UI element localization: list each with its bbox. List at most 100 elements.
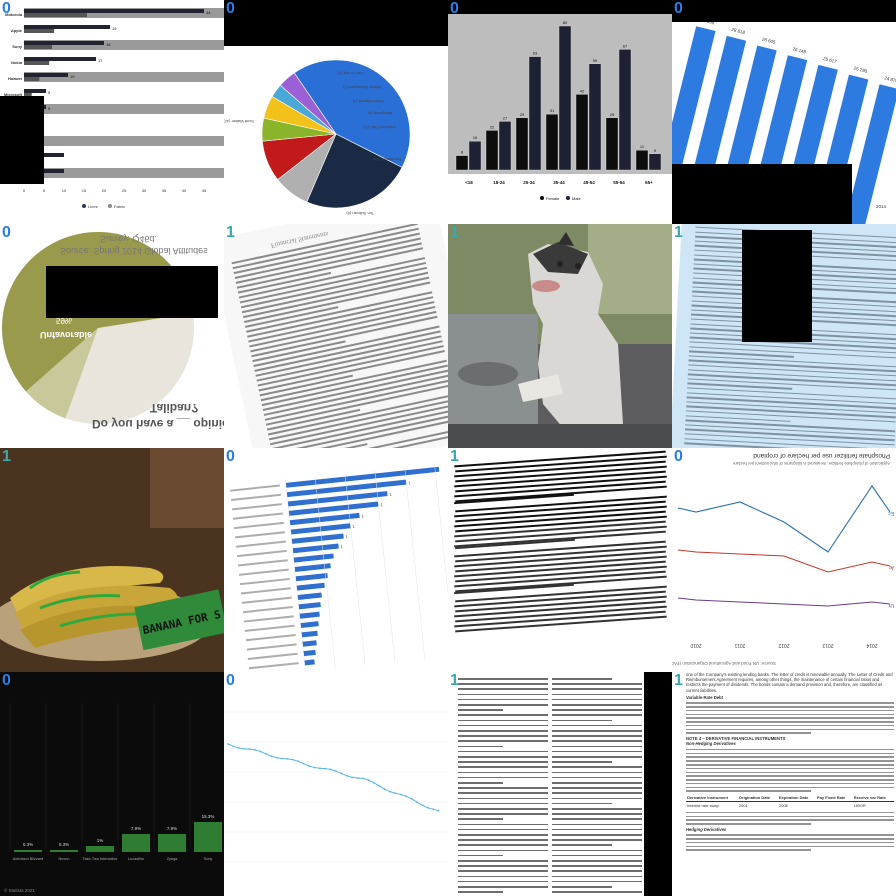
text-line <box>552 782 642 784</box>
text-line <box>552 802 612 805</box>
text-line <box>686 849 811 852</box>
category-label-placeholder <box>234 531 285 539</box>
text-line <box>686 763 894 766</box>
x-tick-label: 25 <box>122 188 127 193</box>
tile-index-badge: 0 <box>226 672 235 689</box>
data-point <box>286 757 289 760</box>
redaction-box <box>448 0 672 14</box>
x-tick-label: 2012 <box>778 642 789 648</box>
dog-photo <box>448 224 672 448</box>
bar <box>14 850 42 852</box>
x-tick-label: 2013 <box>822 642 833 648</box>
text-line <box>552 870 642 872</box>
text-line <box>458 693 548 696</box>
bar-lines <box>24 41 104 45</box>
legend-label: Fabric <box>114 204 125 209</box>
bar-lines <box>24 169 64 173</box>
text-line <box>458 808 548 810</box>
text-line <box>552 844 612 846</box>
table-cell <box>816 802 853 810</box>
note-heading-hedging: Hedging Derivatives <box>686 826 727 832</box>
data-point <box>297 760 300 763</box>
bar-male <box>468 140 482 171</box>
category-label-placeholder <box>243 615 294 623</box>
text-line <box>552 771 642 774</box>
redaction-box <box>672 164 852 224</box>
bar <box>304 659 315 666</box>
bar-male <box>558 25 572 171</box>
text-line <box>458 875 548 878</box>
table-cell: 2006 <box>779 803 788 809</box>
data-label: 5 <box>48 90 51 95</box>
x-tick-label: 35-44 <box>553 180 565 185</box>
data-label: 1 <box>361 513 365 518</box>
data-label: 0.3% <box>23 842 33 847</box>
data-label: 22 <box>490 124 495 129</box>
bar-female <box>545 113 559 171</box>
row-band <box>24 152 224 162</box>
category-label-placeholder <box>230 484 281 492</box>
text-line <box>458 787 548 789</box>
tile-index-badge: 0 <box>2 224 11 241</box>
text-line <box>552 875 642 878</box>
text-line <box>458 813 548 815</box>
bar-male <box>648 153 662 171</box>
category-label-placeholder <box>237 559 288 567</box>
text-line <box>686 845 894 848</box>
data-point <box>421 804 424 807</box>
tile-financial-note: one of the Company's existing lending ba… <box>672 672 896 896</box>
data-point <box>394 792 397 795</box>
text-line <box>458 797 548 800</box>
bar-female <box>515 117 529 171</box>
tile-declining-line-chart: 0 <box>224 672 448 896</box>
legend-swatch-fabric <box>108 204 112 208</box>
hbar-chart: 2001111111 <box>230 463 448 672</box>
bar-male <box>528 56 542 171</box>
text-line <box>458 828 548 831</box>
text-line <box>552 823 642 826</box>
category-label-placeholder <box>245 634 296 642</box>
x-tick-label: 2014 <box>876 204 887 209</box>
data-label: 7.9% <box>167 826 177 831</box>
pie-label: Robert Barrett (4) <box>352 99 384 104</box>
text-line <box>458 823 548 826</box>
data-label: 10 <box>70 74 75 79</box>
row-band <box>24 56 224 66</box>
data-point <box>351 776 354 779</box>
data-point <box>275 756 278 759</box>
text-line <box>686 771 894 774</box>
text-line <box>458 844 548 846</box>
text-line <box>552 839 642 841</box>
x-tick-label: 15 <box>82 188 87 193</box>
tile-pie-chart: Hard to say (5) Neither Milwaukee (1) Robe… <box>224 0 448 224</box>
text-line <box>552 693 642 696</box>
x-tick-label: 0 <box>23 188 26 193</box>
bar <box>291 533 344 544</box>
bar <box>294 563 331 572</box>
text-line <box>458 886 548 888</box>
data-label: 44 <box>206 10 211 15</box>
unfav-label: Unfavorable <box>40 330 92 340</box>
tile-upside-down-document: 1 <box>448 672 672 896</box>
text-line <box>552 678 612 680</box>
data-label: 24 875 <box>884 75 896 83</box>
data-label: 1 <box>345 534 349 539</box>
note-paragraph <box>686 834 894 852</box>
bar <box>295 572 328 582</box>
note-heading-nonhedging: Non-Hedging Derivatives <box>686 741 736 747</box>
pie-label: Scott Walker (42) <box>224 119 254 124</box>
text-line <box>552 709 642 711</box>
text-line <box>552 886 612 888</box>
legend-label: Male <box>572 196 581 201</box>
chart-subtitle: Application of phosphate fertilizer, mea… <box>732 461 890 466</box>
data-point <box>399 793 402 796</box>
data-point <box>318 767 321 770</box>
data-point <box>335 770 337 772</box>
category-label-placeholder <box>233 512 283 520</box>
document-text-lines <box>224 224 448 448</box>
text-line <box>686 811 894 814</box>
phosphate-line-chart: Phosphate fertilizer use per hectare of … <box>672 452 894 666</box>
data-point <box>259 750 262 753</box>
text-line <box>686 786 894 789</box>
text-line <box>552 698 642 701</box>
